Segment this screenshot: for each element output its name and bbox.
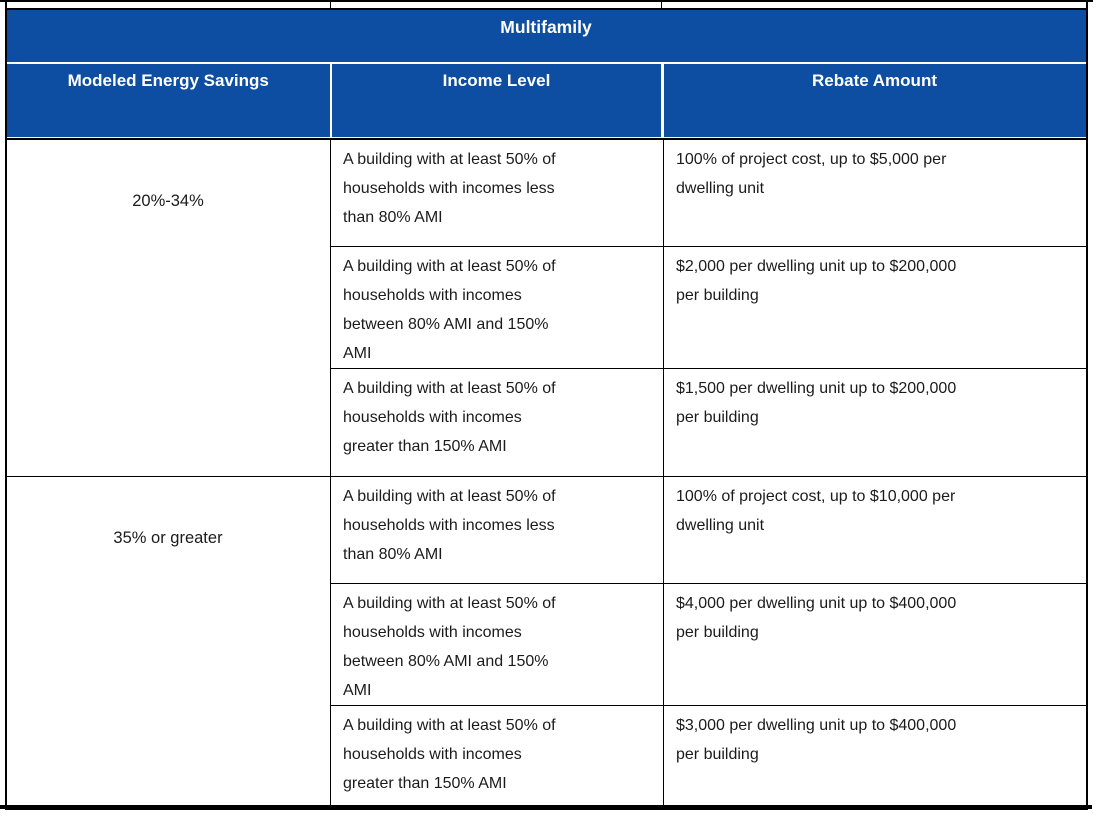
previous-row-bottom-border <box>5 8 1087 10</box>
savings-cell-20-34: 20%-34% <box>5 137 331 477</box>
table-row: A building with at least 50% of househol… <box>6 704 1088 810</box>
table-row: A building with at least 50% of househol… <box>6 245 1088 369</box>
table-row: 20%-34% A building with at least 50% of … <box>5 137 1088 477</box>
previous-row-divider-2 <box>660 0 662 9</box>
income-cell: A building with at least 50% of househol… <box>330 582 664 706</box>
table-title: Multifamily <box>500 17 592 37</box>
income-cell: A building with at least 50% of househol… <box>330 475 664 584</box>
column-header-modeled-energy-savings: Modeled Energy Savings <box>6 64 330 137</box>
table-row: A building with at least 50% of househol… <box>6 367 1088 477</box>
rebate-cell: 100% of project cost, up to $5,000 per d… <box>663 137 1088 247</box>
table-row: A building with at least 50% of househol… <box>6 582 1088 706</box>
rebate-cell: $3,000 per dwelling unit up to $400,000 … <box>663 704 1088 810</box>
income-cell: A building with at least 50% of househol… <box>330 137 664 247</box>
rebate-cell: $1,500 per dwelling unit up to $200,000 … <box>663 367 1088 477</box>
income-cell: A building with at least 50% of househol… <box>330 367 664 477</box>
table-bottom-border <box>0 805 1092 809</box>
rebate-cell: $4,000 per dwelling unit up to $400,000 … <box>663 582 1088 706</box>
table-row: 35% or greater A building with at least … <box>5 475 1088 810</box>
previous-row-top-border <box>0 0 1093 2</box>
column-header-rebate-amount: Rebate Amount <box>663 64 1086 137</box>
previous-row-divider-1 <box>329 0 331 9</box>
column-header-income-level: Income Level <box>332 64 661 137</box>
table-title-band: Multifamily <box>6 10 1086 62</box>
multifamily-rebate-table: 20%-34% A building with at least 50% of … <box>5 137 1088 810</box>
income-cell: A building with at least 50% of househol… <box>330 704 664 810</box>
savings-cell-35-plus: 35% or greater <box>5 475 331 810</box>
rebate-cell: 100% of project cost, up to $10,000 per … <box>663 475 1088 584</box>
rebate-cell: $2,000 per dwelling unit up to $200,000 … <box>663 245 1088 369</box>
income-cell: A building with at least 50% of househol… <box>330 245 664 369</box>
